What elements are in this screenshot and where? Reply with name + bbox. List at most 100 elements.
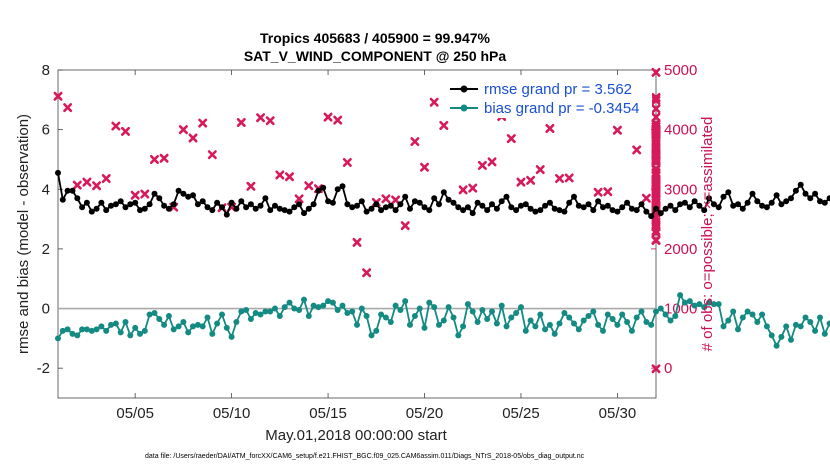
bias-point [802, 314, 809, 321]
obs-marker [632, 145, 642, 155]
right-axis-label: # of obs: o=possible; ×=assimilated [699, 117, 716, 352]
obs-marker [275, 170, 285, 180]
bias-point [648, 321, 655, 328]
bias-point [546, 321, 553, 328]
rmse-point [291, 204, 298, 211]
bias-point [609, 316, 616, 322]
bias-point [209, 330, 216, 337]
rmse-point [262, 195, 269, 202]
obs-marker [101, 174, 111, 184]
obs-marker [487, 157, 497, 167]
rmse-point [103, 207, 110, 214]
rmse-point [223, 211, 230, 218]
bias-point [498, 302, 505, 309]
rmse-point [763, 204, 770, 211]
obs-marker [429, 97, 439, 107]
bias-point [817, 314, 823, 321]
bias-point [59, 327, 66, 334]
bias-point [141, 327, 148, 334]
rmse-point [812, 190, 819, 197]
rmse-point [127, 201, 134, 208]
bias-point [190, 323, 196, 330]
rmse-point [64, 187, 71, 194]
bias-point [763, 323, 770, 330]
rmse-point [807, 195, 814, 202]
obs-marker [323, 112, 333, 122]
bias-point [681, 299, 688, 306]
obs-marker [207, 150, 217, 160]
rmse-point [402, 193, 409, 200]
rmse-point [720, 193, 727, 200]
bias-point [416, 305, 423, 312]
bias-point [349, 308, 356, 315]
obs-marker [516, 177, 526, 187]
bias-point [151, 310, 158, 316]
bias-point [667, 317, 674, 324]
obs-marker [178, 125, 188, 135]
rmse-point [219, 204, 225, 211]
rmse-point [363, 208, 370, 215]
rmse-line [57, 172, 830, 218]
obs-marker [140, 189, 150, 199]
obs-marker [439, 120, 449, 130]
bias-point [137, 330, 143, 337]
obs-marker [246, 181, 256, 191]
rmse-point [329, 199, 336, 206]
bias-point [440, 317, 447, 324]
rmse-point [715, 204, 722, 211]
bias-point [69, 330, 76, 337]
bias-point [252, 310, 259, 316]
rmse-point [503, 193, 510, 200]
bias-point [735, 326, 741, 333]
bias-point [339, 302, 346, 309]
bias-point [464, 301, 471, 308]
left-axis-label: rmse and bias (model - observation) [15, 114, 32, 354]
bias-point [257, 311, 264, 318]
rmse-point [633, 207, 640, 214]
bias-point [600, 327, 606, 334]
obs-marker [236, 117, 246, 127]
rmse-point [378, 207, 385, 214]
bias-point [532, 323, 539, 330]
x-tick-label: 05/30 [599, 405, 637, 422]
obs-marker [651, 150, 661, 160]
rmse-point [691, 198, 698, 205]
bias-point [180, 319, 187, 325]
bias-point [112, 320, 119, 327]
rmse-point [59, 196, 66, 203]
bias-point [518, 304, 524, 311]
rmse-point [484, 207, 491, 214]
bias-point [305, 313, 312, 319]
rmse-point [344, 201, 351, 208]
obs-marker [603, 187, 613, 197]
bias-point [489, 308, 495, 315]
rmse-point [445, 196, 452, 203]
bias-point [88, 327, 95, 334]
left-tick-label: 4 [42, 181, 50, 198]
right-tick-label: 2000 [664, 241, 697, 258]
obs-marker [593, 187, 603, 197]
bias-series [55, 292, 830, 349]
rmse-point [117, 198, 124, 205]
bias-point [291, 305, 298, 312]
bias-point [194, 321, 201, 328]
left-tick-label: -2 [37, 360, 50, 377]
left-tick-label: 6 [42, 122, 50, 139]
rmse-point [243, 204, 250, 211]
obs-marker [111, 121, 121, 131]
bias-point [730, 308, 737, 315]
x-tick-label: 05/25 [502, 405, 540, 422]
rmse-point [257, 202, 264, 209]
bias-point [691, 302, 698, 309]
obs-marker [198, 118, 208, 128]
obs-marker [651, 67, 661, 77]
bias-point [108, 321, 114, 328]
obs-marker [526, 175, 536, 185]
rmse-point [624, 199, 631, 206]
bias-point [701, 304, 708, 311]
bias-point [783, 323, 790, 330]
bias-point [749, 311, 756, 318]
bias-point [214, 320, 221, 327]
rmse-point [354, 202, 360, 209]
obs-marker [641, 193, 651, 203]
